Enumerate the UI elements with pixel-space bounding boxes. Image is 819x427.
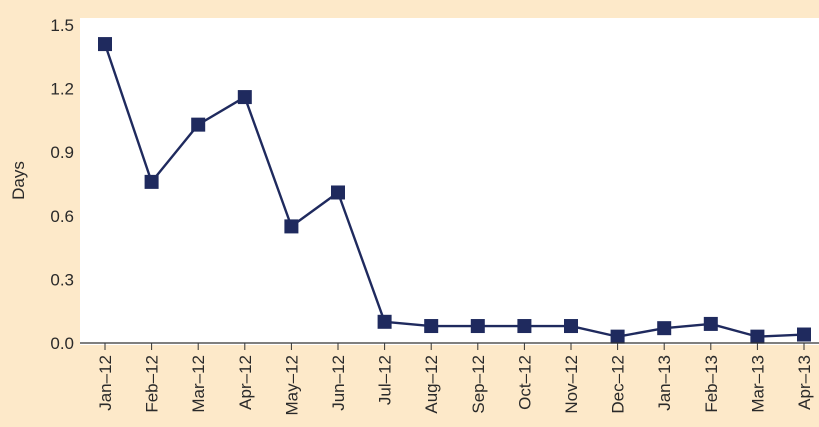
data-point-marker <box>237 90 252 105</box>
x-tick-label: Jun–12 <box>329 355 348 411</box>
x-tick-label: Sep–12 <box>469 355 488 414</box>
series-line <box>103 43 805 338</box>
data-point-marker <box>564 319 578 334</box>
data-point-marker <box>284 219 299 234</box>
x-tick-label: Jan–13 <box>655 355 674 411</box>
x-tick-label: Dec–12 <box>609 355 628 414</box>
x-tick-label: May–12 <box>282 355 301 415</box>
data-point-marker <box>424 319 439 334</box>
x-tick-label: Mar–12 <box>189 355 208 413</box>
x-tick-label: Feb–12 <box>143 355 162 413</box>
plot-background <box>80 18 819 345</box>
data-point-marker <box>517 319 532 334</box>
y-tick-label: 1.5 <box>50 16 74 35</box>
x-axis-ticks: Jan–12 Feb–12 Mar–12 Apr–12 May–12 Jun–12 Jul–… <box>96 343 814 415</box>
data-point-marker <box>191 117 206 132</box>
data-point-marker <box>797 327 811 342</box>
data-point-marker <box>331 185 345 200</box>
y-tick-label: 0.0 <box>50 334 74 353</box>
y-tick-label: 0.9 <box>50 143 74 162</box>
data-point-marker <box>98 37 112 52</box>
x-tick-label: Feb–13 <box>702 355 721 413</box>
x-tick-label: Jan–12 <box>96 355 115 411</box>
x-tick-label: Mar–13 <box>748 355 767 413</box>
x-tick-label: Oct–12 <box>515 355 534 410</box>
y-tick-label: 0.3 <box>50 270 74 289</box>
data-point-marker <box>657 321 672 336</box>
data-point-marker <box>703 316 718 331</box>
x-tick-label: Apr–12 <box>236 355 255 410</box>
x-tick-label: Nov–12 <box>562 355 581 414</box>
y-tick-label: 0.6 <box>50 207 74 226</box>
y-axis-ticks: 0.0 0.3 0.6 0.9 1.2 1.5 <box>50 16 74 353</box>
data-point-marker <box>470 319 485 334</box>
data-series <box>98 37 811 344</box>
x-tick-label: Apr–13 <box>795 355 814 410</box>
data-point-marker <box>144 174 159 189</box>
y-axis-title: Days <box>9 161 28 200</box>
x-tick-label: Jul–12 <box>376 355 395 405</box>
x-tick-label: Aug–12 <box>422 355 441 414</box>
data-point-marker <box>610 329 625 344</box>
y-tick-label: 1.2 <box>50 80 74 99</box>
data-point-marker <box>377 314 392 329</box>
data-point-marker <box>750 329 765 344</box>
